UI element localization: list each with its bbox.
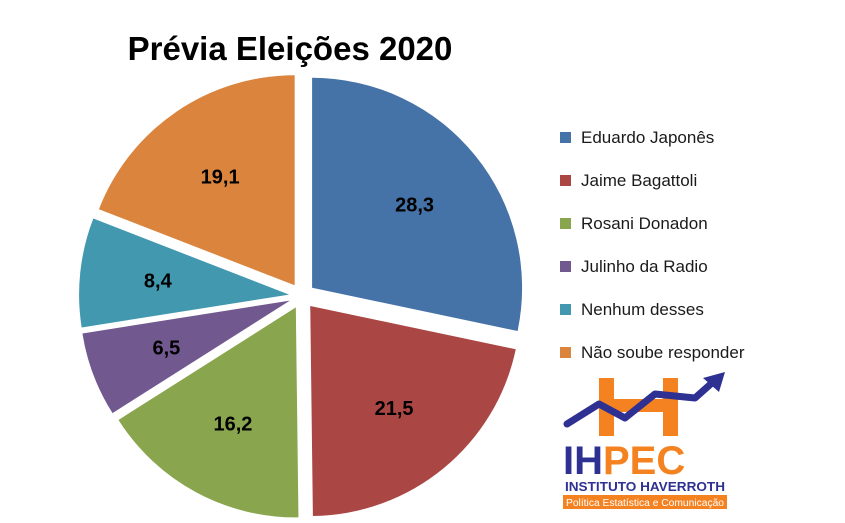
ihpec-logo: IHPEC INSTITUTO HAVERROTH Política Estat… xyxy=(563,372,727,509)
legend-item-jaime-bagattoli: Jaime Bagattoli xyxy=(560,159,840,202)
slice-label-nenhum-desses: 8,4 xyxy=(144,271,173,293)
legend-item-nao-soube-responder: Não soube responder xyxy=(560,331,840,374)
logo-acronym-ih: IH xyxy=(563,439,603,483)
slice-label-nao-soube-responder: 19,1 xyxy=(201,166,240,188)
logo-name: INSTITUTO HAVERROTH xyxy=(565,480,725,494)
legend-label: Nenhum desses xyxy=(581,299,704,319)
legend-item-julinho-da-radio: Julinho da Radio xyxy=(560,245,840,288)
logo-tagline-bar xyxy=(563,495,727,509)
logo-trend-line xyxy=(563,378,717,428)
legend-label: Jaime Bagattoli xyxy=(581,170,698,190)
legend-item-nenhum-desses: Nenhum desses xyxy=(560,288,840,331)
pie-slice-nenhum-desses xyxy=(79,218,290,328)
logo-acronym: IHPEC xyxy=(563,439,685,483)
legend-label: Julinho da Radio xyxy=(581,256,708,276)
logo-arrow-head xyxy=(703,372,725,392)
pie-slice-eduardo-japones xyxy=(312,77,523,332)
logo-h-right-bar xyxy=(663,378,678,436)
legend-swatch xyxy=(560,347,571,358)
legend-label: Não soube responder xyxy=(581,342,745,362)
slice-label-eduardo-japones: 28,3 xyxy=(395,195,434,217)
legend-label: Rosani Donadon xyxy=(581,213,708,233)
legend-item-rosani-donadon: Rosani Donadon xyxy=(560,202,840,245)
slice-label-julinho-da-radio: 6,5 xyxy=(152,337,180,359)
legend-item-eduardo-japones: Eduardo Japonês xyxy=(560,116,840,159)
logo-acronym-pec: PEC xyxy=(603,439,685,483)
pie-slice-julinho-da-radio xyxy=(82,300,290,414)
slice-label-rosani-donadon: 16,2 xyxy=(213,414,252,436)
legend-swatch xyxy=(560,132,571,143)
legend-swatch xyxy=(560,175,571,186)
legend-swatch xyxy=(560,261,571,272)
pie-chart: 28,3 21,5 16,2 6,5 8,4 19,1 xyxy=(79,75,523,518)
pie-slice-nao-soube-responder xyxy=(98,75,295,286)
pie-slice-rosani-donadon xyxy=(118,307,299,518)
logo-tagline: Política Estatística e Comunicação xyxy=(566,498,724,509)
pie-slice-jaime-bagattoli xyxy=(310,306,516,517)
legend-label: Eduardo Japonês xyxy=(581,127,715,147)
legend-swatch xyxy=(560,218,571,229)
chart-legend: Eduardo Japonês Jaime Bagattoli Rosani Don… xyxy=(560,116,840,374)
legend-swatch xyxy=(560,304,571,315)
slice-label-jaime-bagattoli: 21,5 xyxy=(375,398,414,420)
chart-title: Prévia Eleições 2020 xyxy=(127,30,453,67)
